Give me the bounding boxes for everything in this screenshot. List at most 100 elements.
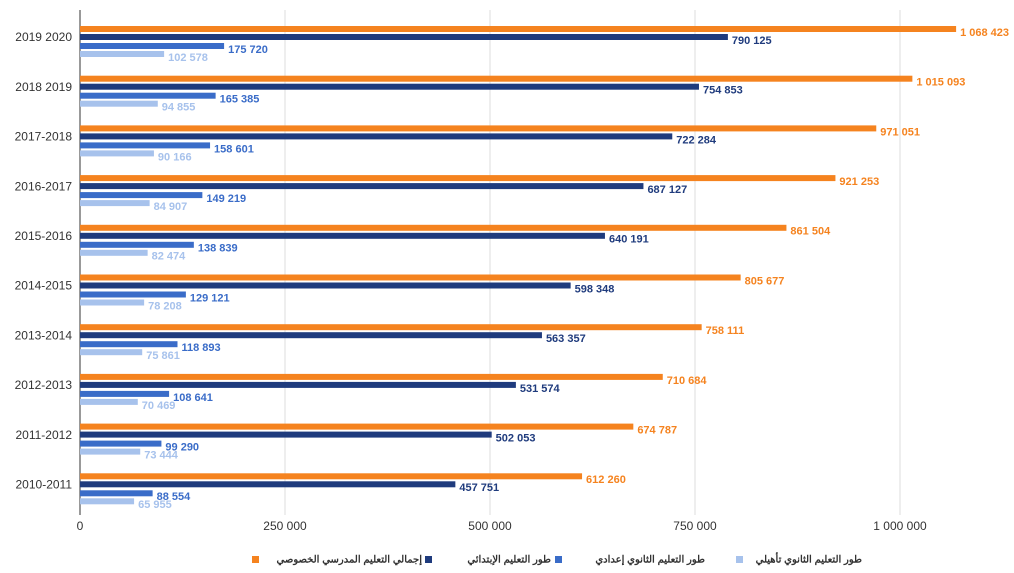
bar bbox=[80, 133, 673, 140]
value-label: 118 893 bbox=[181, 342, 220, 354]
value-label: 640 191 bbox=[609, 234, 649, 246]
value-label: 149 219 bbox=[206, 193, 246, 205]
value-label: 108 641 bbox=[173, 392, 213, 404]
value-label: 102 578 bbox=[168, 52, 208, 64]
y-tick-label: 2017-2018 bbox=[15, 130, 73, 144]
legend-swatch bbox=[425, 556, 432, 563]
bar bbox=[80, 332, 542, 339]
value-label: 790 125 bbox=[732, 35, 772, 47]
bar bbox=[80, 373, 663, 380]
value-label: 861 504 bbox=[790, 226, 831, 238]
x-tick-label: 250 000 bbox=[263, 519, 307, 533]
bar bbox=[80, 473, 583, 480]
value-label: 129 121 bbox=[190, 292, 230, 304]
value-label: 165 385 bbox=[220, 94, 260, 106]
bar bbox=[80, 200, 150, 207]
value-label: 88 554 bbox=[157, 491, 192, 503]
bar bbox=[80, 324, 702, 331]
bar bbox=[80, 390, 170, 397]
bar bbox=[80, 431, 492, 438]
bar bbox=[80, 241, 194, 248]
value-label: 502 053 bbox=[496, 433, 536, 445]
legend-label: طور التعليم الثانوي تأهيلي bbox=[756, 553, 862, 566]
bar bbox=[80, 349, 143, 356]
value-label: 754 853 bbox=[703, 85, 743, 97]
value-label: 138 839 bbox=[198, 243, 238, 255]
value-label: 722 284 bbox=[676, 134, 717, 146]
bar bbox=[80, 398, 138, 405]
value-label: 687 127 bbox=[647, 184, 687, 196]
x-tick-label: 750 000 bbox=[673, 519, 717, 533]
bar bbox=[80, 51, 165, 57]
value-label: 84 907 bbox=[154, 201, 188, 213]
bar bbox=[80, 448, 141, 455]
value-label: 598 348 bbox=[575, 283, 615, 295]
y-tick-label: 2018 2019 bbox=[15, 80, 72, 94]
bar bbox=[80, 26, 957, 32]
bar bbox=[80, 192, 203, 199]
value-label: 1 068 423 bbox=[960, 27, 1009, 39]
legend-swatch bbox=[736, 556, 743, 563]
bar bbox=[80, 481, 456, 488]
value-label: 158 601 bbox=[214, 143, 254, 155]
legend-label: طور التعليم الثانوي إعدادي bbox=[595, 555, 705, 566]
value-label: 710 684 bbox=[667, 375, 708, 387]
value-label: 94 855 bbox=[162, 102, 196, 114]
bar bbox=[80, 291, 186, 298]
value-label: 99 290 bbox=[165, 442, 199, 454]
y-tick-label: 2015-2016 bbox=[15, 229, 73, 243]
bar bbox=[80, 299, 145, 306]
bar bbox=[80, 490, 153, 497]
bar bbox=[80, 150, 154, 157]
bar bbox=[80, 381, 516, 388]
bar bbox=[80, 341, 178, 348]
bar bbox=[80, 83, 699, 90]
bar bbox=[80, 232, 605, 239]
bar bbox=[80, 43, 225, 49]
value-label: 758 111 bbox=[706, 325, 745, 337]
value-label: 65 955 bbox=[138, 499, 172, 511]
legend-label: طور التعليم الإبتدائي bbox=[467, 555, 551, 566]
value-label: 1 015 093 bbox=[916, 77, 965, 89]
x-tick-label: 1 000 000 bbox=[873, 519, 927, 533]
value-label: 805 677 bbox=[745, 275, 785, 287]
value-label: 921 253 bbox=[839, 176, 879, 188]
value-label: 531 574 bbox=[520, 383, 561, 395]
y-tick-label: 2016-2017 bbox=[15, 179, 73, 193]
value-label: 70 469 bbox=[142, 400, 176, 412]
legend-swatch bbox=[555, 556, 562, 563]
y-tick-label: 2019 2020 bbox=[15, 30, 72, 44]
bar bbox=[80, 125, 877, 132]
value-label: 612 260 bbox=[586, 474, 626, 486]
bar bbox=[80, 92, 216, 99]
bar bbox=[80, 75, 913, 82]
bar bbox=[80, 175, 836, 182]
y-tick-label: 2011-2012 bbox=[16, 428, 73, 442]
bar bbox=[80, 423, 634, 430]
bar bbox=[80, 249, 148, 256]
value-label: 175 720 bbox=[228, 44, 268, 56]
bar bbox=[80, 274, 741, 281]
value-label: 73 444 bbox=[144, 450, 179, 462]
value-label: 75 861 bbox=[146, 350, 180, 362]
y-tick-label: 2012-2013 bbox=[15, 378, 73, 392]
value-label: 563 357 bbox=[546, 333, 586, 345]
value-label: 82 474 bbox=[152, 251, 187, 263]
value-label: 90 166 bbox=[158, 151, 192, 163]
bar bbox=[80, 34, 728, 40]
bar bbox=[80, 183, 644, 190]
value-label: 971 051 bbox=[880, 126, 920, 138]
bar bbox=[80, 224, 787, 231]
value-label: 457 751 bbox=[459, 482, 499, 494]
y-tick-label: 2010-2011 bbox=[16, 477, 73, 491]
bar bbox=[80, 498, 135, 505]
bar bbox=[80, 142, 211, 149]
value-label: 78 208 bbox=[148, 300, 182, 312]
x-tick-label: 0 bbox=[77, 519, 84, 533]
bar bbox=[80, 440, 162, 447]
bar bbox=[80, 100, 158, 107]
x-tick-label: 500 000 bbox=[468, 519, 512, 533]
legend-label: إجمالي التعليم المدرسي الخصوصي bbox=[277, 555, 423, 566]
legend-swatch bbox=[252, 556, 259, 563]
